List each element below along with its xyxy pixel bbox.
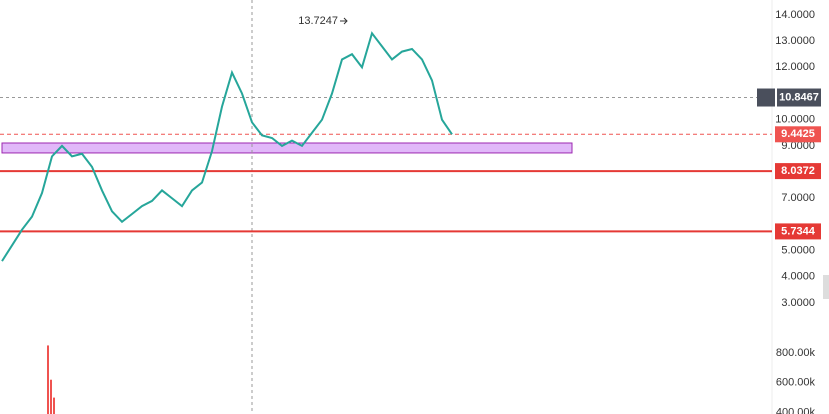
crosshair-label-bg [777,88,821,107]
scroll-handle[interactable] [823,275,829,299]
volume-bar [53,397,55,414]
crosshair-label: 10.8467 [779,91,819,103]
y-tick-label: 5.0000 [781,245,815,257]
zone [1,142,573,154]
level-label-bg [775,223,821,240]
y-tick-label: 12.0000 [775,61,815,73]
y-tick-label: 3.0000 [781,297,815,309]
crosshair-button [757,88,775,107]
level-label: 9.4425 [781,128,815,140]
volume-tick-label: 600.00k [776,377,816,389]
volume-bar [50,379,52,414]
y-tick-label: 14.0000 [775,9,815,21]
volume-tick-label: 400.00k [776,406,816,414]
annotation: 13.7247 [298,15,338,27]
y-tick-label: 9.0000 [781,140,815,152]
y-tick-label: 10.0000 [775,114,815,126]
y-tick-label: 13.0000 [775,35,815,47]
level-label: 5.7344 [781,225,816,237]
price-line [1,31,453,262]
level-label-bg [775,163,821,180]
level-label-bg [775,126,821,143]
level-label: 8.0372 [781,165,815,177]
annotation-arrow [340,17,348,25]
volume-tick-label: 800.00k [776,347,816,359]
y-tick-label: 4.0000 [781,271,815,283]
volume-bar [47,345,49,414]
y-tick-label: 7.0000 [781,192,815,204]
